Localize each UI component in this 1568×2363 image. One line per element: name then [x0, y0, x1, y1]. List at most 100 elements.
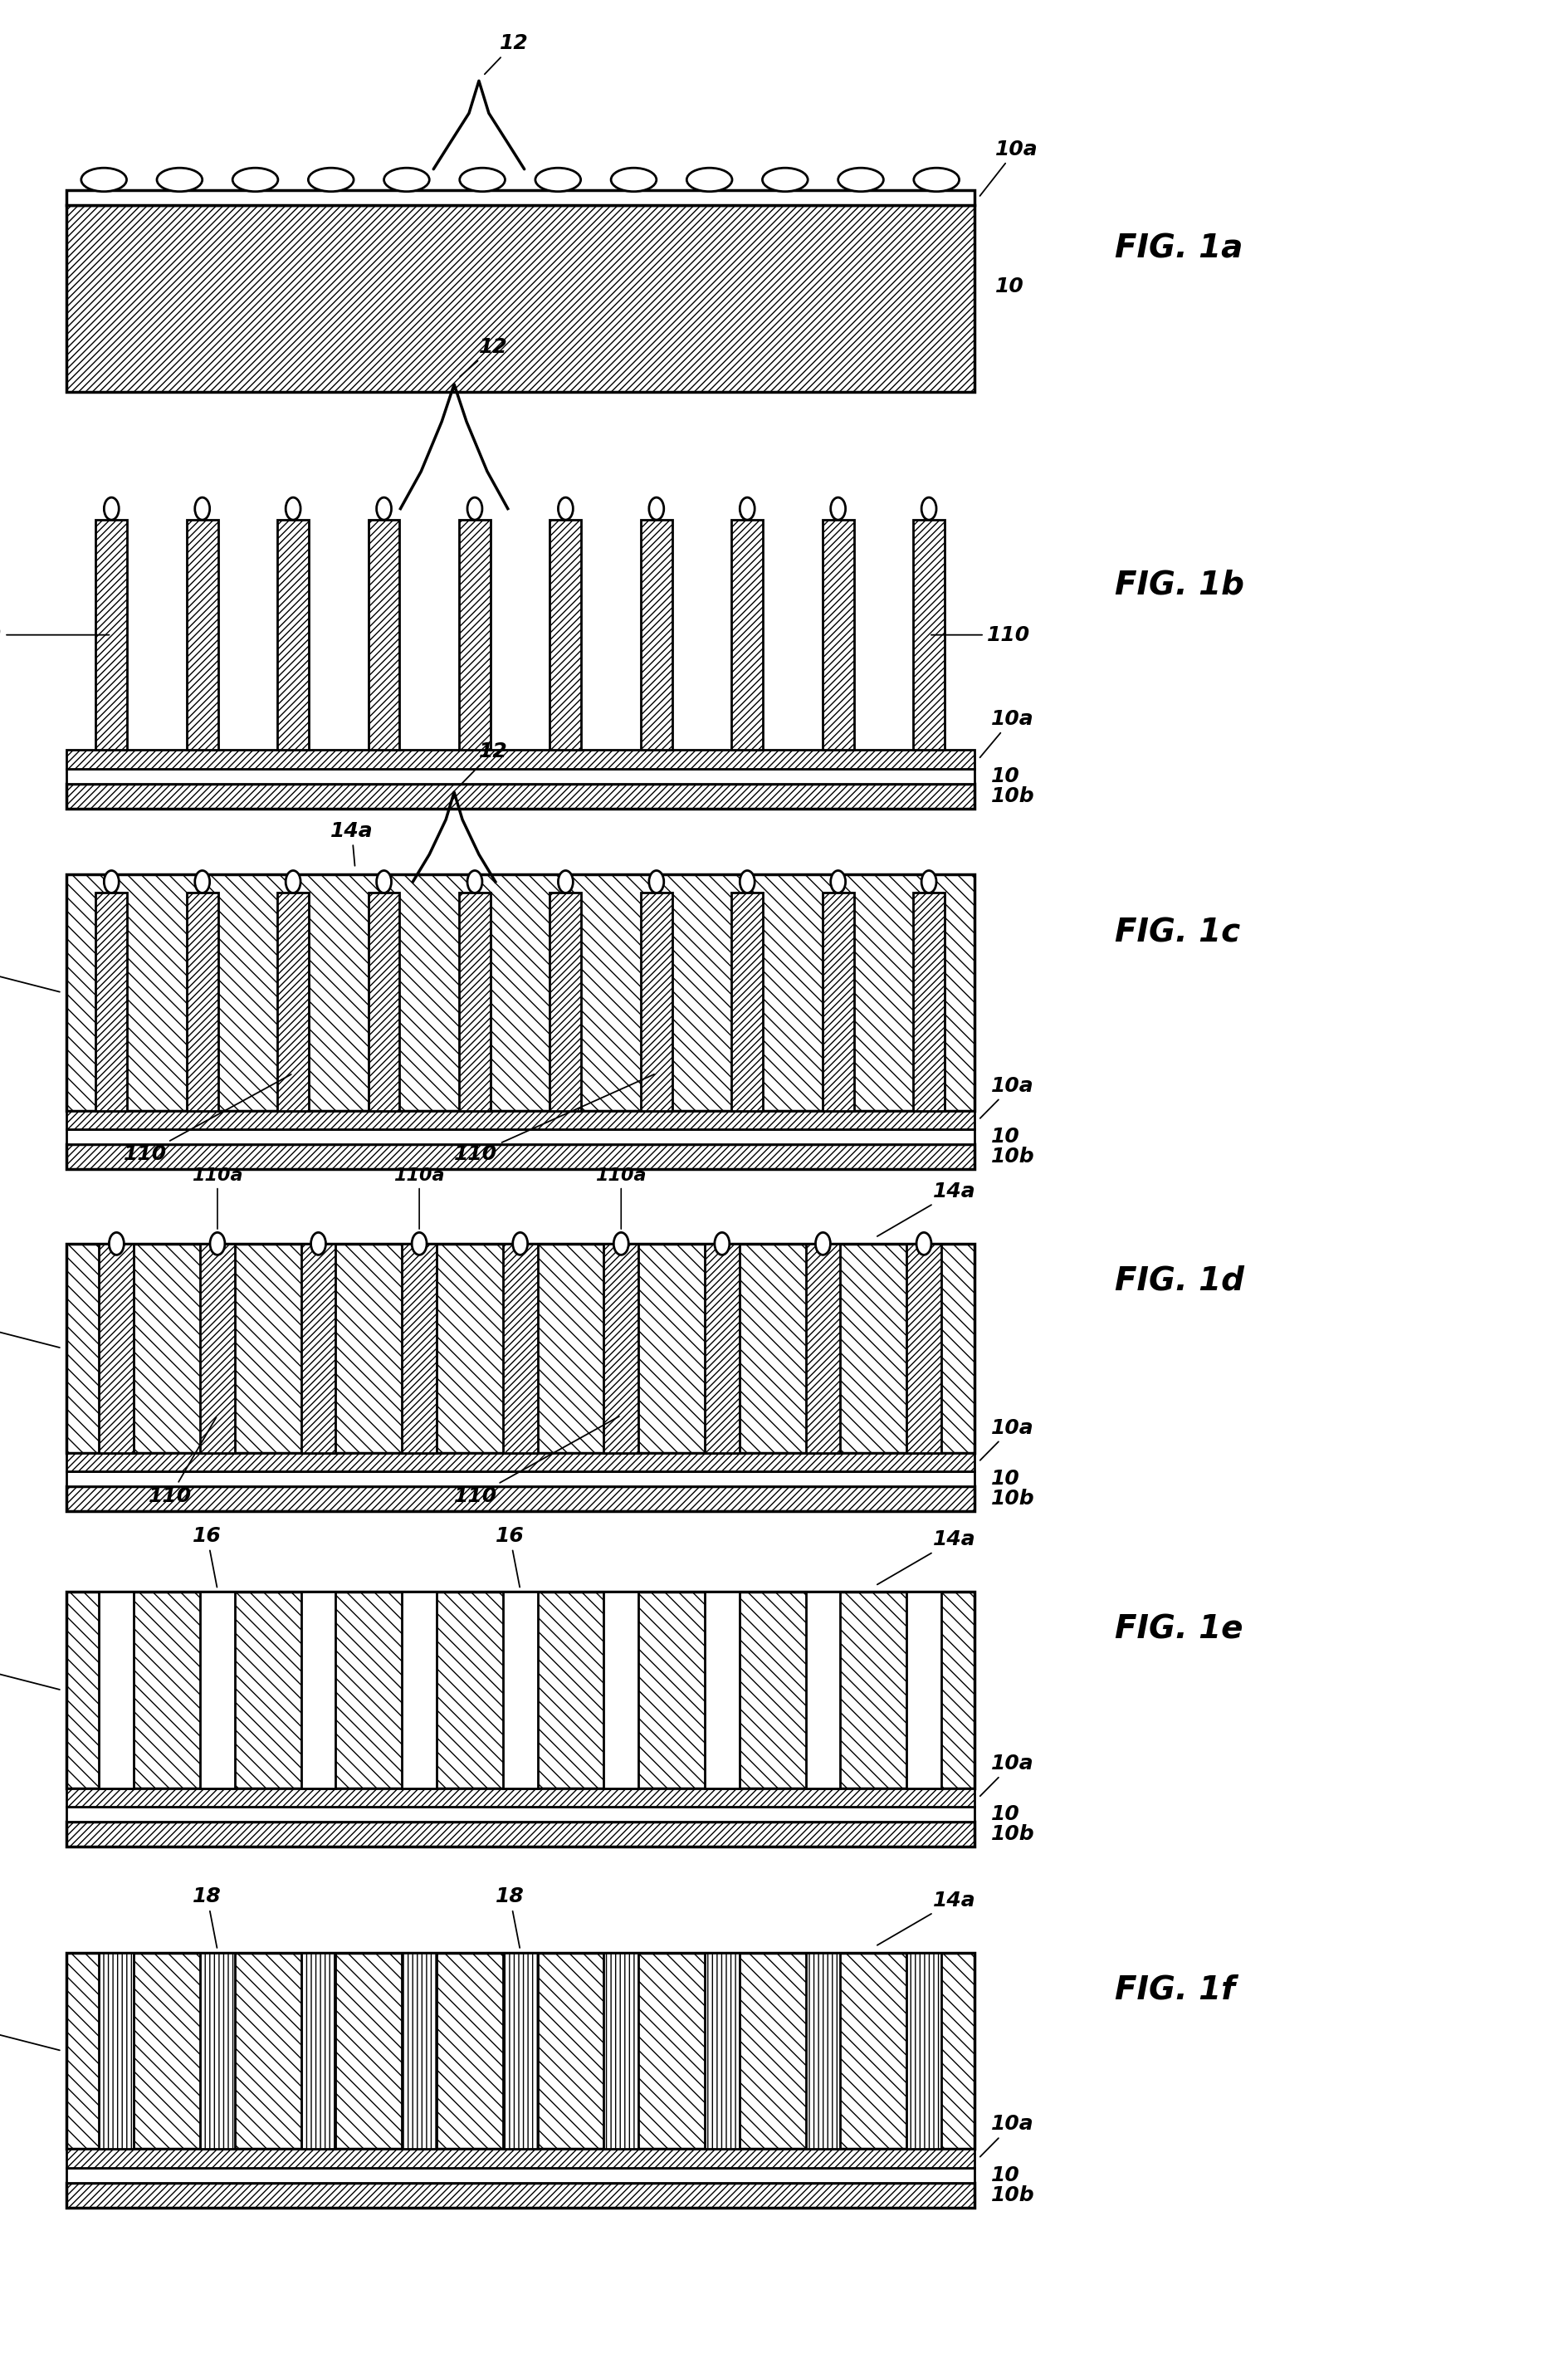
Circle shape	[740, 499, 754, 520]
Bar	[806, 1593, 840, 1789]
Text: 14a: 14a	[877, 1182, 975, 1236]
Text: 14a: 14a	[877, 1529, 975, 1586]
Bar	[459, 893, 491, 1111]
Circle shape	[103, 870, 119, 893]
Bar	[278, 520, 309, 749]
Bar	[187, 893, 218, 1111]
Text: 18: 18	[193, 1886, 221, 1947]
Bar	[66, 206, 974, 392]
Bar	[66, 1144, 974, 1170]
Ellipse shape	[307, 168, 353, 191]
Bar	[704, 1593, 739, 1789]
Bar	[368, 893, 400, 1111]
Bar	[550, 893, 582, 1111]
Bar	[201, 1952, 235, 2148]
Text: 12: 12	[485, 33, 528, 73]
Ellipse shape	[384, 168, 430, 191]
Text: 10a: 10a	[980, 1418, 1033, 1460]
Bar	[550, 520, 582, 749]
Text: 110: 110	[0, 624, 110, 645]
Text: 10: 10	[991, 1805, 1019, 1824]
Circle shape	[613, 1233, 629, 1255]
Bar	[913, 893, 944, 1111]
Bar	[822, 520, 853, 749]
Bar	[66, 1111, 974, 1130]
Bar	[704, 1243, 739, 1453]
Circle shape	[110, 1233, 124, 1255]
Text: 110: 110	[453, 1415, 619, 1505]
Circle shape	[513, 1233, 527, 1255]
Text: 16: 16	[193, 1526, 221, 1588]
Bar	[66, 1472, 974, 1486]
Text: 10: 10	[991, 1127, 1019, 1146]
Text: 10b: 10b	[991, 1824, 1033, 1846]
Bar	[201, 1243, 235, 1453]
Text: FIG. 1f: FIG. 1f	[1115, 1973, 1234, 2006]
Text: 14: 14	[0, 1314, 60, 1347]
Bar	[906, 1952, 941, 2148]
Ellipse shape	[82, 168, 127, 191]
Ellipse shape	[913, 168, 958, 191]
Text: 10b: 10b	[991, 2186, 1033, 2205]
Ellipse shape	[610, 168, 655, 191]
Text: 10a: 10a	[980, 1075, 1033, 1118]
Text: 110: 110	[149, 1418, 216, 1505]
Bar	[66, 2183, 974, 2207]
Circle shape	[376, 870, 390, 893]
Circle shape	[740, 870, 754, 893]
Circle shape	[467, 870, 481, 893]
Bar	[66, 1593, 974, 1789]
Text: FIG. 1b: FIG. 1b	[1115, 569, 1243, 600]
Text: 10: 10	[994, 276, 1024, 295]
Text: 14: 14	[0, 2016, 60, 2051]
Bar	[96, 893, 127, 1111]
Bar	[913, 520, 944, 749]
Bar	[503, 1952, 538, 2148]
Bar	[401, 1593, 436, 1789]
Bar	[96, 520, 127, 749]
Text: 18: 18	[495, 1886, 524, 1947]
Bar	[66, 1130, 974, 1144]
Text: 10a: 10a	[980, 139, 1038, 196]
Text: 10b: 10b	[991, 787, 1033, 806]
Bar	[640, 520, 671, 749]
Circle shape	[194, 499, 210, 520]
Text: 10: 10	[991, 766, 1019, 787]
Bar	[731, 893, 762, 1111]
Text: 110: 110	[453, 1075, 654, 1165]
Text: 12: 12	[459, 338, 508, 376]
Ellipse shape	[459, 168, 505, 191]
Text: 10a: 10a	[980, 2115, 1033, 2157]
Text: FIG. 1c: FIG. 1c	[1115, 917, 1239, 948]
Bar	[604, 1593, 638, 1789]
Bar	[806, 1243, 840, 1453]
Text: 14: 14	[0, 957, 60, 992]
Text: 110: 110	[124, 1075, 292, 1165]
Circle shape	[210, 1233, 224, 1255]
Text: 14a: 14a	[331, 820, 373, 865]
Circle shape	[829, 499, 845, 520]
Text: 10a: 10a	[980, 709, 1033, 759]
Circle shape	[713, 1233, 729, 1255]
Circle shape	[649, 870, 663, 893]
Bar	[66, 1822, 974, 1848]
Bar	[187, 520, 218, 749]
Bar	[66, 2148, 974, 2167]
Text: FIG. 1a: FIG. 1a	[1115, 234, 1242, 265]
Text: 12: 12	[459, 742, 508, 785]
Bar	[66, 1453, 974, 1472]
Circle shape	[194, 870, 210, 893]
Text: 110a: 110a	[191, 1167, 243, 1229]
Circle shape	[376, 499, 390, 520]
Circle shape	[558, 499, 572, 520]
Circle shape	[103, 499, 119, 520]
Bar	[368, 520, 400, 749]
Bar	[66, 1808, 974, 1822]
Bar	[301, 1952, 336, 2148]
Text: 16: 16	[495, 1526, 524, 1588]
Text: 14a: 14a	[877, 1890, 975, 1945]
Circle shape	[310, 1233, 326, 1255]
Bar	[99, 1952, 133, 2148]
Bar	[604, 1952, 638, 2148]
Ellipse shape	[837, 168, 883, 191]
